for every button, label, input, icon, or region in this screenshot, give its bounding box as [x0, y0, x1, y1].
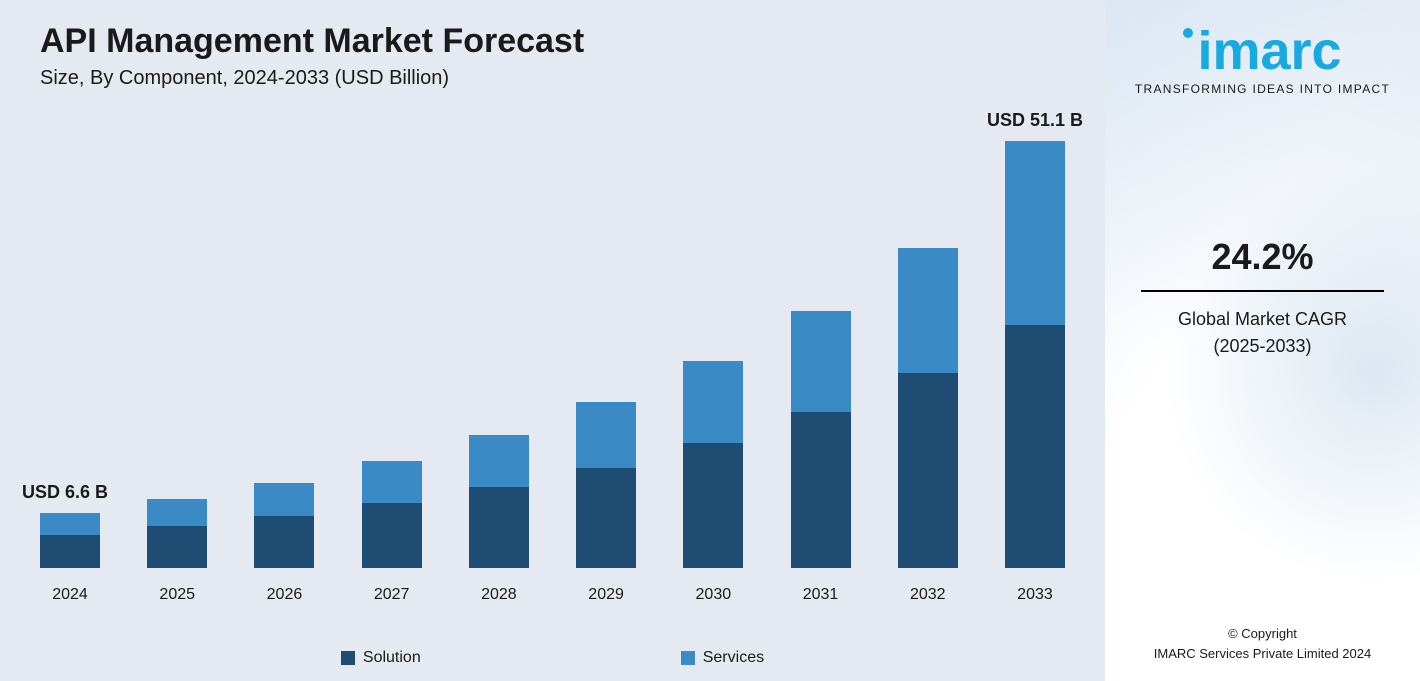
bar-slot [791, 311, 851, 568]
bar-segment-solution [576, 468, 636, 568]
brand-block: imarc TRANSFORMING IDEAS INTO IMPACT [1123, 24, 1402, 96]
legend-item-solution: Solution [341, 649, 421, 667]
x-tick: 2031 [791, 586, 851, 604]
bar-segment-services [469, 435, 529, 487]
cagr-value: 24.2% [1133, 236, 1392, 278]
x-tick: 2026 [254, 586, 314, 604]
brand-name: imarc [1197, 21, 1341, 81]
copyright: © Copyright IMARC Services Private Limit… [1105, 624, 1420, 663]
chart-title: API Management Market Forecast [40, 22, 1065, 61]
callout: USD 6.6 B [22, 482, 108, 503]
side-panel: imarc TRANSFORMING IDEAS INTO IMPACT 24.… [1105, 0, 1420, 681]
bar [576, 402, 636, 568]
bar-segment-solution [147, 526, 207, 568]
bar [40, 513, 100, 568]
bar [898, 248, 958, 568]
bar-slot [469, 435, 529, 568]
bar-slot [362, 461, 422, 568]
cagr-block: 24.2% Global Market CAGR (2025-2033) [1133, 236, 1392, 360]
plot-area: 2024202520262027202820292030203120322033… [40, 108, 1065, 568]
legend-swatch-solution [341, 651, 355, 665]
x-tick: 2025 [147, 586, 207, 604]
x-axis: 2024 2025 2026 2027 2028 2029 2030 2031 2032 2033 [40, 586, 1065, 604]
brand-tagline: TRANSFORMING IDEAS INTO IMPACT [1123, 82, 1402, 96]
bar-segment-solution [898, 373, 958, 568]
bar-slot [898, 248, 958, 568]
brand-logo: imarc [1123, 24, 1402, 78]
bar-segment-services [898, 248, 958, 373]
x-tick: 2024 [40, 586, 100, 604]
cagr-divider [1141, 290, 1384, 292]
bar-segment-services [147, 499, 207, 526]
bar [254, 483, 314, 568]
cagr-label-line1: Global Market CAGR [1178, 309, 1347, 329]
bar-segment-solution [362, 503, 422, 568]
callout: USD 51.1 B [987, 110, 1083, 131]
bar [1005, 141, 1065, 568]
bar [683, 361, 743, 568]
bar-slot [254, 483, 314, 568]
legend-label-solution: Solution [363, 649, 421, 667]
cagr-label-line2: (2025-2033) [1213, 336, 1311, 356]
legend-item-services: Services [681, 649, 764, 667]
cagr-label: Global Market CAGR (2025-2033) [1133, 306, 1392, 360]
bar-segment-services [254, 483, 314, 516]
bar-segment-solution [40, 535, 100, 568]
bar-segment-services [683, 361, 743, 442]
chart-subtitle: Size, By Component, 2024-2033 (USD Billi… [40, 67, 1065, 90]
bar [469, 435, 529, 568]
brand-dot-icon [1183, 28, 1193, 38]
copyright-line2: IMARC Services Private Limited 2024 [1154, 646, 1371, 661]
bar-slot [40, 513, 100, 568]
x-tick: 2032 [898, 586, 958, 604]
bar-segment-services [362, 461, 422, 503]
x-tick: 2029 [576, 586, 636, 604]
copyright-line1: © Copyright [1228, 626, 1297, 641]
bar-segment-solution [683, 443, 743, 568]
bar-segment-solution [254, 516, 314, 568]
bar-slot [683, 361, 743, 568]
legend-label-services: Services [703, 649, 764, 667]
x-tick: 2033 [1005, 586, 1065, 604]
bar-segment-solution [791, 412, 851, 568]
bar-segment-solution [469, 487, 529, 568]
bar-slot [576, 402, 636, 568]
bar-segment-services [576, 402, 636, 467]
bar-slot [147, 499, 207, 568]
chart-panel: API Management Market Forecast Size, By … [0, 0, 1105, 681]
legend: Solution Services [0, 649, 1105, 667]
x-tick: 2030 [683, 586, 743, 604]
x-tick: 2028 [469, 586, 529, 604]
bar-segment-services [1005, 141, 1065, 326]
bar-slot [1005, 141, 1065, 568]
bars-container [40, 108, 1065, 568]
bar [791, 311, 851, 568]
x-tick: 2027 [362, 586, 422, 604]
bar [147, 499, 207, 568]
bar-segment-services [40, 513, 100, 535]
legend-swatch-services [681, 651, 695, 665]
bar-segment-solution [1005, 325, 1065, 568]
bar [362, 461, 422, 568]
bar-segment-services [791, 311, 851, 411]
